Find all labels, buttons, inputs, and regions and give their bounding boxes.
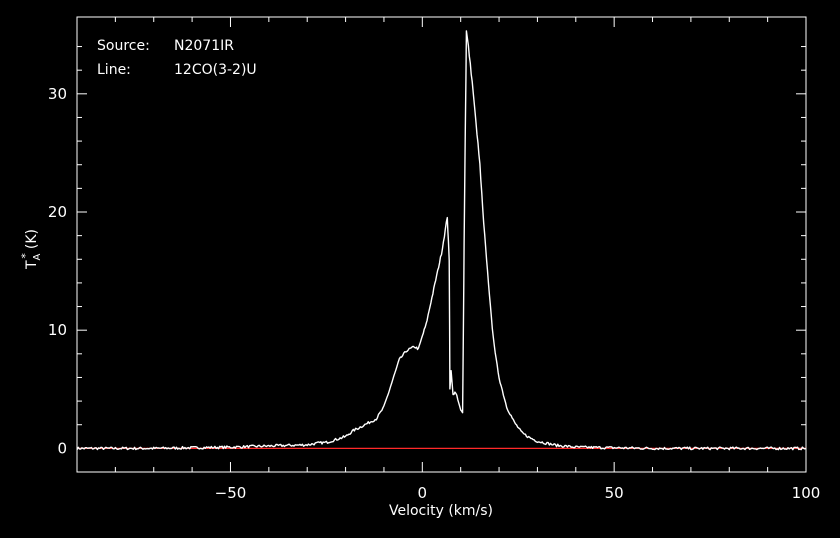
y-tick-label: 0 [57,439,67,457]
y-tick-label: 10 [48,321,67,339]
source-value: N2071IR [174,38,234,54]
plot-frame [76,16,807,473]
y-axis-label-main: T [24,260,40,270]
line-label: Line: [97,62,131,78]
x-tick-label: 50 [605,484,624,502]
y-tick-label: 20 [48,203,67,221]
svg-text:TA*(K): TA* (K) [19,229,43,270]
x-axis-label: Velocity (km/s) [389,503,493,519]
axis-tick-labels: −50 0 50 100 0 10 20 30 [48,85,820,502]
x-tick-label: −50 [215,484,247,502]
x-tick-label: 100 [792,484,821,502]
spectrum-line [76,30,807,451]
line-value: 12CO(3-2)U [174,62,257,78]
y-axis-label-unit: (K) [24,229,40,249]
y-axis-label-superscript: * [19,253,32,259]
source-label: Source: [97,38,150,54]
y-tick-label: 30 [48,85,67,103]
y-axis-label-subscript: A [32,253,43,260]
y-axis-label: TA* (K) [19,229,43,270]
x-tick-label: 0 [418,484,428,502]
axis-ticks [76,17,807,472]
